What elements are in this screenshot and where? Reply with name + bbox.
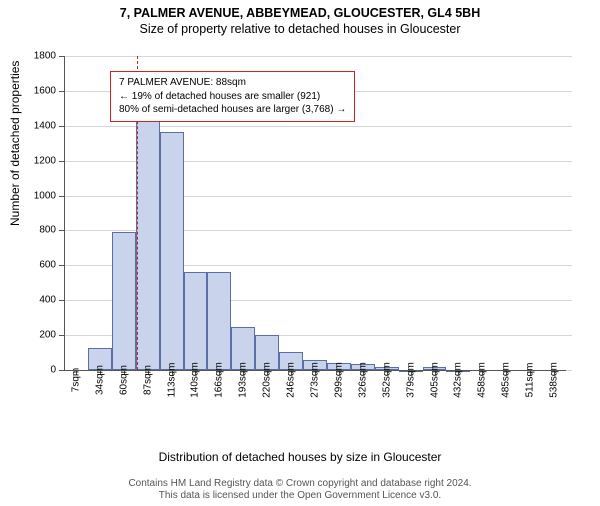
- y-axis-line: [64, 56, 65, 370]
- footnote-line1: Contains HM Land Registry data © Crown c…: [128, 478, 471, 489]
- y-tick-label: 1200: [26, 155, 56, 166]
- x-tick-label: 379sqm: [405, 362, 416, 398]
- x-tick-label: 326sqm: [357, 362, 368, 398]
- title-subtitle: Size of property relative to detached ho…: [0, 22, 600, 36]
- x-tick-label: 193sqm: [238, 362, 249, 398]
- x-tick-label: 511sqm: [525, 363, 536, 398]
- x-tick-label: 432sqm: [453, 362, 464, 398]
- y-tick-label: 1400: [26, 120, 56, 131]
- y-tick-label: 200: [26, 330, 56, 341]
- histogram-bar: [112, 232, 136, 370]
- x-axis-label: Distribution of detached houses by size …: [0, 450, 600, 464]
- y-tick-label: 600: [26, 260, 56, 271]
- x-tick-label: 220sqm: [262, 362, 273, 398]
- histogram-plot: 0200400600800100012001400160018007sqm34s…: [64, 50, 572, 420]
- x-tick-label: 246sqm: [286, 362, 297, 398]
- annotation-line2: ← 19% of detached houses are smaller (92…: [119, 91, 320, 102]
- x-tick-label: 352sqm: [381, 362, 392, 398]
- x-tick-label: 166sqm: [214, 362, 225, 398]
- x-tick-label: 273sqm: [310, 362, 321, 398]
- x-axis-line: [64, 370, 566, 371]
- histogram-bar: [207, 272, 231, 370]
- histogram-bar: [184, 272, 208, 370]
- title-address: 7, PALMER AVENUE, ABBEYMEAD, GLOUCESTER,…: [0, 6, 600, 20]
- y-tick-label: 0: [26, 365, 56, 376]
- x-tick-label: 405sqm: [429, 362, 440, 398]
- x-tick-label: 113sqm: [166, 363, 177, 398]
- annotation-line1: 7 PALMER AVENUE: 88sqm: [119, 77, 246, 88]
- annotation-box: 7 PALMER AVENUE: 88sqm ← 19% of detached …: [110, 71, 355, 122]
- y-tick-label: 1600: [26, 85, 56, 96]
- histogram-bar: [160, 132, 184, 370]
- y-tick-label: 1800: [26, 51, 56, 62]
- footnote-line2: This data is licensed under the Open Gov…: [159, 490, 441, 501]
- footnote: Contains HM Land Registry data © Crown c…: [0, 478, 600, 502]
- y-axis-label: Number of detached properties: [8, 61, 22, 226]
- x-tick-label: 458sqm: [477, 362, 488, 398]
- y-tick-label: 800: [26, 225, 56, 236]
- chart-area: 0200400600800100012001400160018007sqm34s…: [64, 50, 572, 420]
- y-tick-label: 1000: [26, 190, 56, 201]
- x-tick-label: 299sqm: [333, 362, 344, 398]
- x-tick-label: 538sqm: [549, 362, 560, 398]
- annotation-line3: 80% of semi-detached houses are larger (…: [119, 104, 346, 115]
- x-tick-label: 140sqm: [190, 362, 201, 398]
- y-tick-label: 400: [26, 295, 56, 306]
- gridline: [64, 56, 572, 57]
- histogram-bar: [136, 114, 160, 370]
- x-tick-label: 485sqm: [501, 362, 512, 398]
- x-tick-label: 7sqm: [70, 368, 81, 392]
